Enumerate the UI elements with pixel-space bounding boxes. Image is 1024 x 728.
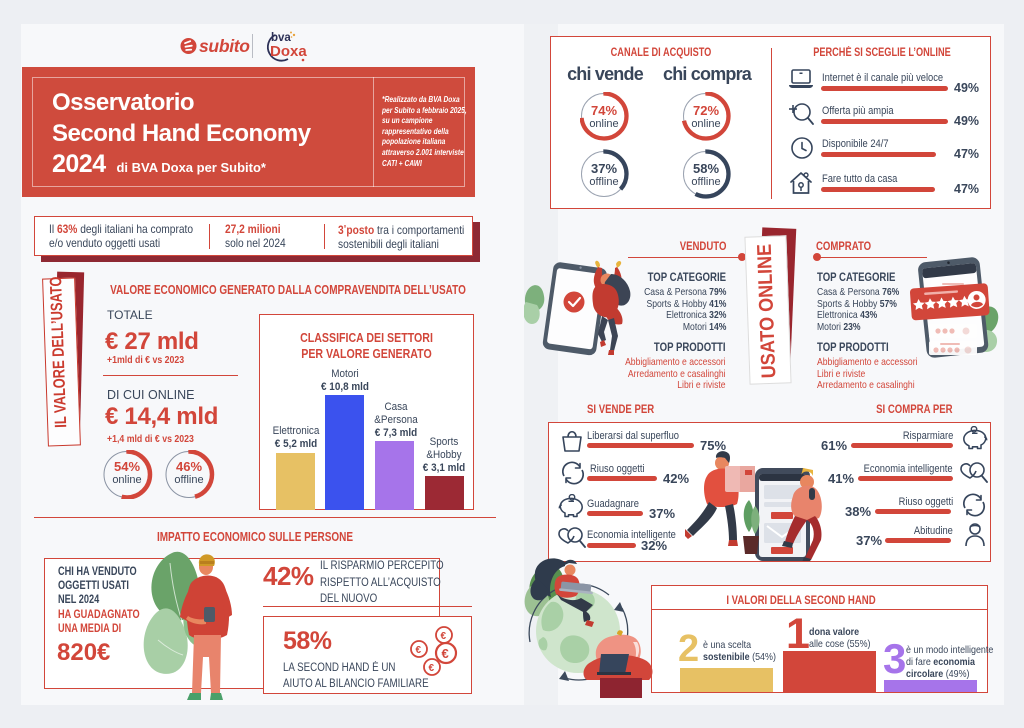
svg-text:€: € xyxy=(441,631,447,642)
svg-text:€: € xyxy=(429,663,435,674)
svg-text:bva: bva xyxy=(271,32,291,44)
svg-text:subito: subito xyxy=(199,36,250,56)
svg-text:€: € xyxy=(442,646,449,661)
svg-text:€: € xyxy=(416,645,422,656)
svg-text:Doxa: Doxa xyxy=(270,43,307,60)
